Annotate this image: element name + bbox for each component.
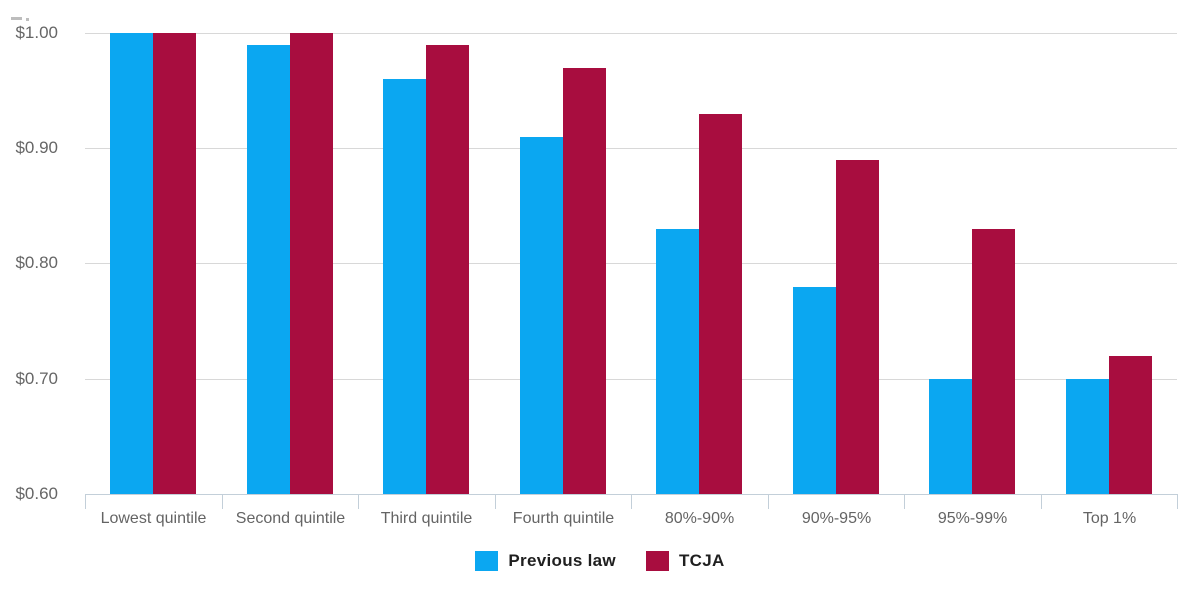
bar[interactable] bbox=[383, 79, 426, 494]
x-axis-label: Top 1% bbox=[1082, 510, 1137, 527]
grid-line bbox=[85, 148, 1177, 149]
x-axis-tick bbox=[631, 494, 632, 509]
legend-item-tcja[interactable]: TCJA bbox=[645, 551, 725, 571]
bar[interactable] bbox=[699, 114, 742, 494]
grid-line bbox=[85, 263, 1177, 264]
bar[interactable] bbox=[972, 229, 1015, 494]
bar[interactable] bbox=[247, 45, 290, 494]
bar[interactable] bbox=[1109, 356, 1152, 494]
crop-artifact bbox=[26, 18, 29, 21]
x-axis-tick bbox=[904, 494, 905, 509]
bar[interactable] bbox=[1066, 379, 1109, 494]
legend-swatch-tcja bbox=[645, 551, 669, 571]
legend-item-previous-law[interactable]: Previous law bbox=[475, 551, 616, 571]
x-axis-tick bbox=[1177, 494, 1178, 509]
y-axis-tick-label: $0.60 bbox=[15, 484, 58, 503]
bar[interactable] bbox=[929, 379, 972, 494]
x-axis-label: 90%-95% bbox=[801, 510, 872, 527]
x-axis-tick bbox=[358, 494, 359, 509]
x-axis-tick bbox=[495, 494, 496, 509]
x-axis-tick bbox=[222, 494, 223, 509]
x-axis-label: Lowest quintile bbox=[100, 510, 207, 527]
x-axis-label: 95%-99% bbox=[937, 510, 1008, 527]
legend-swatch-previous-law bbox=[475, 551, 499, 571]
x-axis-label: Fourth quintile bbox=[512, 510, 615, 527]
x-axis-label: Third quintile bbox=[380, 510, 473, 527]
legend-label-tcja: TCJA bbox=[678, 551, 725, 570]
grid-line bbox=[85, 379, 1177, 380]
bar[interactable] bbox=[793, 287, 836, 494]
bar[interactable] bbox=[563, 68, 606, 494]
legend-label-previous-law: Previous law bbox=[508, 551, 616, 570]
bar[interactable] bbox=[520, 137, 563, 494]
legend: Previous law TCJA bbox=[0, 551, 1200, 571]
bar[interactable] bbox=[656, 229, 699, 494]
crop-artifact bbox=[11, 17, 22, 20]
x-axis-tick bbox=[768, 494, 769, 509]
y-axis-tick-label: $0.70 bbox=[15, 369, 58, 388]
bar[interactable] bbox=[426, 45, 469, 494]
y-axis-tick-label: $0.90 bbox=[15, 138, 58, 157]
x-axis-tick bbox=[85, 494, 86, 509]
bar[interactable] bbox=[836, 160, 879, 494]
x-axis-label: 80%-90% bbox=[664, 510, 735, 527]
bar[interactable] bbox=[153, 33, 196, 494]
y-axis-tick-label: $1.00 bbox=[15, 23, 58, 42]
bar[interactable] bbox=[290, 33, 333, 494]
x-axis-label: Second quintile bbox=[235, 510, 346, 527]
grid-line bbox=[85, 33, 1177, 34]
bar[interactable] bbox=[110, 33, 153, 494]
y-axis-tick-label: $0.80 bbox=[15, 253, 58, 272]
x-axis-tick bbox=[1041, 494, 1042, 509]
